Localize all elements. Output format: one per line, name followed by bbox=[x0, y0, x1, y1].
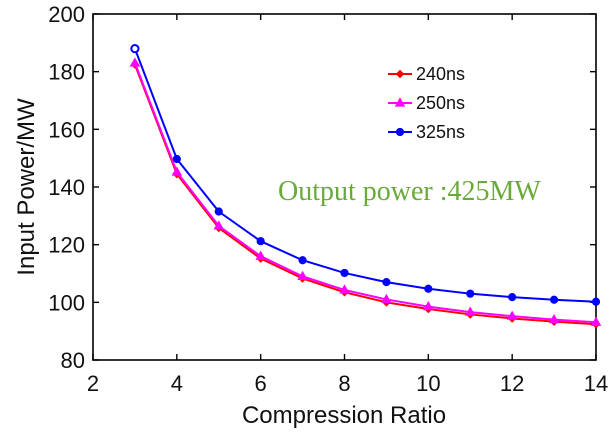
x-tick-label: 8 bbox=[338, 371, 350, 396]
series-250ns bbox=[129, 57, 602, 326]
data-point bbox=[591, 297, 601, 306]
legend-item: 240ns bbox=[388, 64, 465, 84]
y-tick-label: 100 bbox=[48, 290, 85, 315]
data-point bbox=[171, 166, 183, 176]
legend-label: 250ns bbox=[416, 93, 465, 113]
data-point bbox=[466, 289, 475, 298]
data-point bbox=[255, 250, 266, 260]
legend-label: 325ns bbox=[416, 122, 465, 142]
data-point bbox=[298, 256, 307, 265]
series-line bbox=[133, 48, 597, 303]
y-tick-label: 80 bbox=[61, 348, 85, 373]
chart-annotation: Output power :425MW bbox=[278, 176, 541, 207]
data-point bbox=[590, 316, 602, 326]
legend-label: 240ns bbox=[416, 64, 465, 84]
x-tick-label: 4 bbox=[171, 371, 183, 396]
data-point bbox=[382, 278, 391, 287]
series-line bbox=[133, 64, 597, 326]
x-tick-label: 14 bbox=[584, 371, 608, 396]
y-tick-label: 180 bbox=[48, 60, 85, 85]
data-point bbox=[339, 284, 350, 294]
data-point bbox=[508, 293, 517, 302]
legend: 240ns 250ns 325ns bbox=[388, 64, 465, 142]
data-point bbox=[549, 295, 559, 304]
axis-ticks: 2 4 6 8 10 12 14 80 100 120 140 160 180 200 bbox=[48, 2, 608, 396]
x-tick-label: 12 bbox=[500, 371, 524, 396]
legend-item: 325ns bbox=[388, 122, 465, 142]
data-point bbox=[172, 154, 181, 164]
data-point bbox=[130, 44, 140, 54]
plot-area bbox=[92, 13, 597, 361]
x-tick-label: 2 bbox=[87, 371, 99, 396]
data-point bbox=[340, 268, 349, 278]
data-point bbox=[424, 284, 433, 293]
data-point bbox=[464, 306, 476, 316]
data-point bbox=[129, 57, 141, 67]
legend-swatch-marker bbox=[395, 69, 405, 79]
y-tick-label: 120 bbox=[48, 233, 85, 258]
legend-swatch-marker bbox=[394, 97, 406, 107]
data-point bbox=[423, 301, 434, 311]
x-axis-label: Compression Ratio bbox=[242, 402, 446, 429]
series-group bbox=[129, 44, 602, 329]
data-point bbox=[548, 314, 560, 324]
data-point bbox=[381, 293, 392, 304]
data-point bbox=[297, 270, 308, 280]
y-tick-label: 140 bbox=[48, 175, 85, 200]
y-axis-label: Input Power/MW bbox=[13, 98, 40, 276]
data-point bbox=[213, 220, 225, 230]
x-tick-label: 10 bbox=[416, 371, 440, 396]
x-tick-label: 6 bbox=[255, 371, 267, 396]
data-point bbox=[506, 310, 518, 320]
series-line bbox=[133, 62, 597, 324]
data-point bbox=[214, 207, 223, 216]
data-point bbox=[256, 237, 265, 246]
legend-swatch-marker bbox=[395, 127, 405, 137]
y-tick-label: 200 bbox=[48, 2, 85, 27]
y-tick-label: 160 bbox=[48, 117, 85, 142]
legend-item: 250ns bbox=[388, 93, 465, 113]
series-325ns bbox=[130, 44, 601, 306]
